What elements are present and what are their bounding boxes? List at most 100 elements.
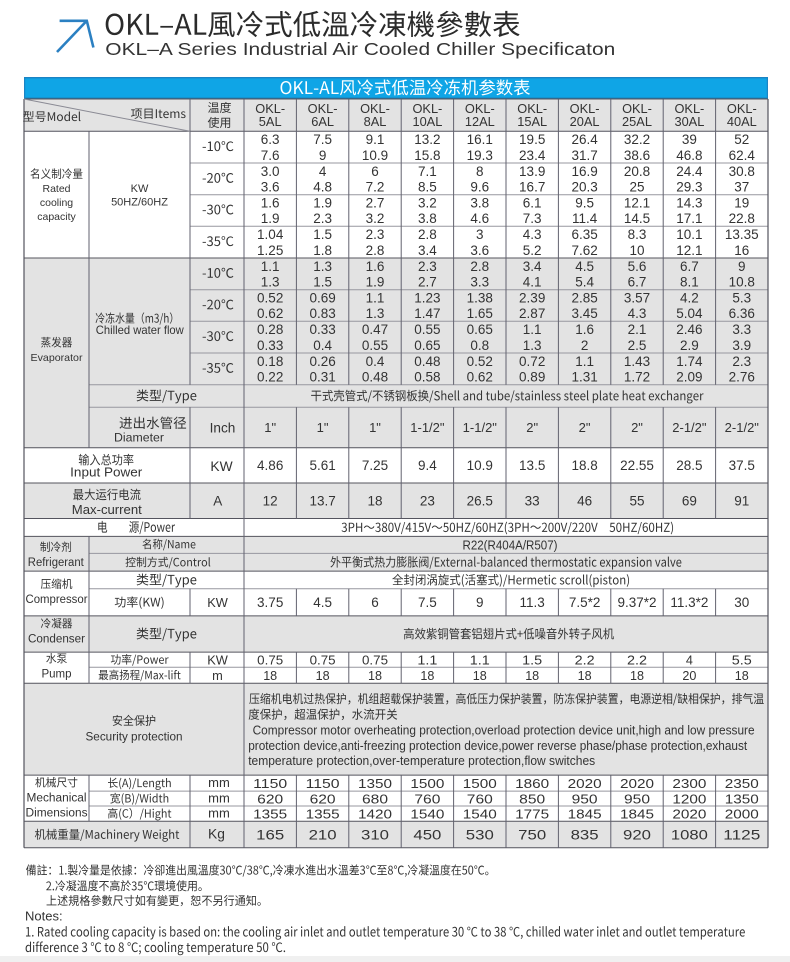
svg-text:5.2: 5.2 <box>523 243 542 258</box>
svg-text:20.3: 20.3 <box>571 180 597 195</box>
svg-text:1.3: 1.3 <box>523 338 542 353</box>
svg-text:3.45: 3.45 <box>571 306 597 321</box>
svg-text:0.65: 0.65 <box>414 338 440 353</box>
svg-text:12.1: 12.1 <box>676 243 702 258</box>
svg-text:12: 12 <box>263 494 278 509</box>
svg-text:2.3: 2.3 <box>418 259 437 274</box>
svg-text:9.5: 9.5 <box>575 195 594 210</box>
svg-text:835: 835 <box>571 827 599 842</box>
svg-text:5.4: 5.4 <box>575 275 594 290</box>
svg-text:Evaporator: Evaporator <box>31 352 83 364</box>
svg-text:1.31: 1.31 <box>571 370 597 385</box>
svg-text:20.8: 20.8 <box>624 164 650 179</box>
svg-text:16.7: 16.7 <box>519 180 545 195</box>
svg-text:18: 18 <box>316 668 330 683</box>
svg-text:0.31: 0.31 <box>309 370 335 385</box>
svg-text:8: 8 <box>476 164 484 179</box>
svg-text:1.5: 1.5 <box>313 227 332 242</box>
svg-text:15.8: 15.8 <box>414 148 440 163</box>
svg-text:18: 18 <box>735 668 749 683</box>
svg-text:2.09: 2.09 <box>676 370 702 385</box>
svg-text:mm: mm <box>208 775 230 790</box>
svg-text:0.83: 0.83 <box>309 306 335 321</box>
svg-text:10.9: 10.9 <box>467 458 493 473</box>
svg-text:1355: 1355 <box>306 806 340 821</box>
svg-text:46: 46 <box>577 494 592 509</box>
svg-text:18: 18 <box>473 668 487 683</box>
svg-text:2.8: 2.8 <box>470 259 489 274</box>
svg-text:18: 18 <box>368 668 382 683</box>
svg-text:OKL-: OKL- <box>465 101 495 116</box>
svg-text:6: 6 <box>371 164 379 179</box>
svg-text:3.0: 3.0 <box>261 164 280 179</box>
svg-text:9.1: 9.1 <box>366 132 385 147</box>
svg-text:2.2: 2.2 <box>575 652 595 667</box>
svg-text:0.33: 0.33 <box>309 322 335 337</box>
svg-text:29.3: 29.3 <box>676 180 702 195</box>
svg-text:1.1: 1.1 <box>417 652 437 667</box>
svg-text:1200: 1200 <box>672 791 706 806</box>
svg-text:1.65: 1.65 <box>467 306 493 321</box>
svg-text:1.43: 1.43 <box>624 354 650 369</box>
svg-text:2020: 2020 <box>620 776 654 791</box>
svg-text:2-1/2": 2-1/2" <box>672 420 707 435</box>
svg-text:mm: mm <box>208 806 230 821</box>
svg-text:4.6: 4.6 <box>470 211 489 226</box>
svg-text:6.3: 6.3 <box>261 132 280 147</box>
svg-text:2": 2" <box>579 420 591 435</box>
svg-text:8.1: 8.1 <box>680 275 699 290</box>
svg-text:7.3: 7.3 <box>523 211 542 226</box>
svg-text:10: 10 <box>629 243 644 258</box>
svg-text:OKL-: OKL- <box>570 101 600 116</box>
svg-text:11.3: 11.3 <box>520 595 545 610</box>
svg-text:3.75: 3.75 <box>257 595 283 610</box>
svg-text:3.8: 3.8 <box>418 211 437 226</box>
svg-text:Chilled water flow: Chilled water flow <box>96 324 185 337</box>
svg-text:OKL-: OKL- <box>412 101 442 116</box>
svg-text:7.1: 7.1 <box>418 164 437 179</box>
svg-text:1.38: 1.38 <box>467 290 493 305</box>
svg-text:capacity: capacity <box>37 211 76 223</box>
svg-text:760: 760 <box>467 791 493 806</box>
svg-text:4.86: 4.86 <box>257 458 283 473</box>
svg-text:1420: 1420 <box>358 806 392 821</box>
svg-text:37.5: 37.5 <box>729 458 755 473</box>
svg-text:3.6: 3.6 <box>470 243 489 258</box>
svg-text:3.9: 3.9 <box>732 338 751 353</box>
svg-text:0.58: 0.58 <box>414 370 440 385</box>
svg-text:25: 25 <box>629 180 644 195</box>
svg-text:14.5: 14.5 <box>624 211 650 226</box>
svg-text:Security protection: Security protection <box>86 730 183 744</box>
svg-text:0.75: 0.75 <box>310 652 336 667</box>
svg-text:1.9: 1.9 <box>261 211 280 226</box>
svg-text:4.8: 4.8 <box>313 180 332 195</box>
svg-text:1.5: 1.5 <box>313 275 332 290</box>
svg-text:15AL: 15AL <box>517 114 547 129</box>
svg-text:1350: 1350 <box>725 791 759 806</box>
svg-text:2.76: 2.76 <box>729 370 755 385</box>
svg-text:Input Power: Input Power <box>70 465 143 480</box>
svg-text:1.47: 1.47 <box>414 306 440 321</box>
svg-text:R22(R404A/R507): R22(R404A/R507) <box>463 538 558 552</box>
svg-text:11.4: 11.4 <box>572 211 598 226</box>
svg-text:18.8: 18.8 <box>571 458 597 473</box>
svg-text:920: 920 <box>623 827 651 842</box>
svg-text:850: 850 <box>519 791 545 806</box>
svg-text:6AL: 6AL <box>311 114 334 129</box>
svg-text:16.9: 16.9 <box>571 164 597 179</box>
svg-text:55: 55 <box>629 494 644 509</box>
svg-text:5AL: 5AL <box>259 114 282 129</box>
svg-text:0.52: 0.52 <box>257 290 283 305</box>
svg-text:OKL-: OKL- <box>255 101 285 116</box>
svg-text:3.3: 3.3 <box>470 275 489 290</box>
svg-text:2.8: 2.8 <box>366 243 385 258</box>
svg-text:KW: KW <box>207 652 229 667</box>
svg-text:2300: 2300 <box>672 776 706 791</box>
svg-text:91: 91 <box>734 494 749 509</box>
svg-text:22.8: 22.8 <box>729 211 755 226</box>
svg-text:5.61: 5.61 <box>309 458 335 473</box>
svg-text:1.9: 1.9 <box>366 275 385 290</box>
svg-text:30: 30 <box>734 595 749 610</box>
svg-text:1.6: 1.6 <box>366 259 385 274</box>
svg-text:1.74: 1.74 <box>676 354 703 369</box>
